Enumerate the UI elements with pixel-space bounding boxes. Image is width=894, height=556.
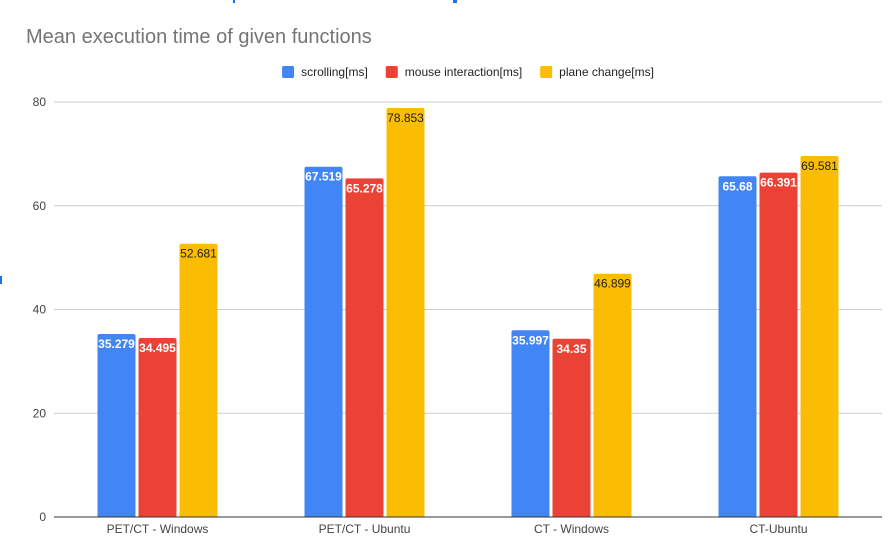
bar — [718, 176, 757, 517]
bar — [138, 338, 177, 517]
legend-item[interactable]: plane change[ms] — [540, 65, 654, 79]
x-tick-label: PET/CT - Ubuntu — [319, 522, 411, 536]
legend-swatch — [282, 66, 295, 78]
bar — [179, 243, 218, 517]
chart-title: Mean execution time of given functions — [26, 26, 372, 48]
bar — [759, 172, 798, 518]
data-label: 35.997 — [512, 333, 549, 347]
x-tick-label: CT - Windows — [534, 522, 609, 536]
bar — [345, 178, 384, 518]
y-tick-label: 20 — [33, 406, 47, 420]
bar — [593, 273, 632, 517]
bar — [97, 333, 136, 517]
legend-label: scrolling[ms] — [301, 65, 368, 79]
x-tick-label: CT-Ubuntu — [749, 522, 807, 536]
data-label: 34.35 — [556, 342, 586, 356]
x-axis: PET/CT - Windows PET/CT - Ubuntu CT - Wind… — [54, 516, 882, 536]
legend-swatch — [385, 66, 398, 78]
data-label: 78.853 — [387, 111, 424, 125]
y-tick-label: 0 — [39, 510, 46, 524]
top-edge-mark — [453, 0, 457, 3]
legend-label: plane change[ms] — [559, 65, 654, 79]
legend[interactable]: scrolling[ms] mouse interaction[ms] plane … — [282, 65, 654, 79]
y-axis: 0 20 40 60 80 — [33, 95, 47, 524]
data-labels: 35.279 34.495 52.681 67.519 65.278 78.853 35.9… — [98, 111, 838, 356]
data-label: 46.899 — [594, 277, 631, 291]
bars — [97, 107, 839, 518]
legend-item[interactable]: scrolling[ms] — [282, 65, 368, 79]
y-tick-label: 40 — [33, 303, 47, 317]
left-edge-mark — [0, 276, 2, 284]
legend-swatch — [540, 66, 553, 78]
data-label: 65.68 — [722, 179, 752, 193]
legend-item[interactable]: mouse interaction[ms] — [385, 65, 522, 79]
data-label: 67.519 — [305, 170, 342, 184]
data-label: 35.279 — [98, 337, 135, 351]
data-label: 69.581 — [801, 159, 838, 173]
data-label: 34.495 — [139, 341, 176, 355]
bar — [800, 156, 839, 517]
data-label: 52.681 — [180, 247, 217, 261]
y-tick-label: 60 — [33, 199, 47, 213]
y-tick-label: 80 — [33, 95, 47, 109]
data-label: 65.278 — [346, 181, 383, 195]
x-tick-label: PET/CT - Windows — [107, 522, 209, 536]
bar — [511, 330, 550, 517]
legend-label: mouse interaction[ms] — [405, 65, 522, 79]
bar — [552, 338, 591, 517]
bar — [386, 107, 425, 517]
gridlines — [54, 101, 882, 414]
bar — [304, 166, 343, 518]
top-edge-mark — [233, 0, 235, 3]
data-label: 66.391 — [760, 176, 797, 190]
